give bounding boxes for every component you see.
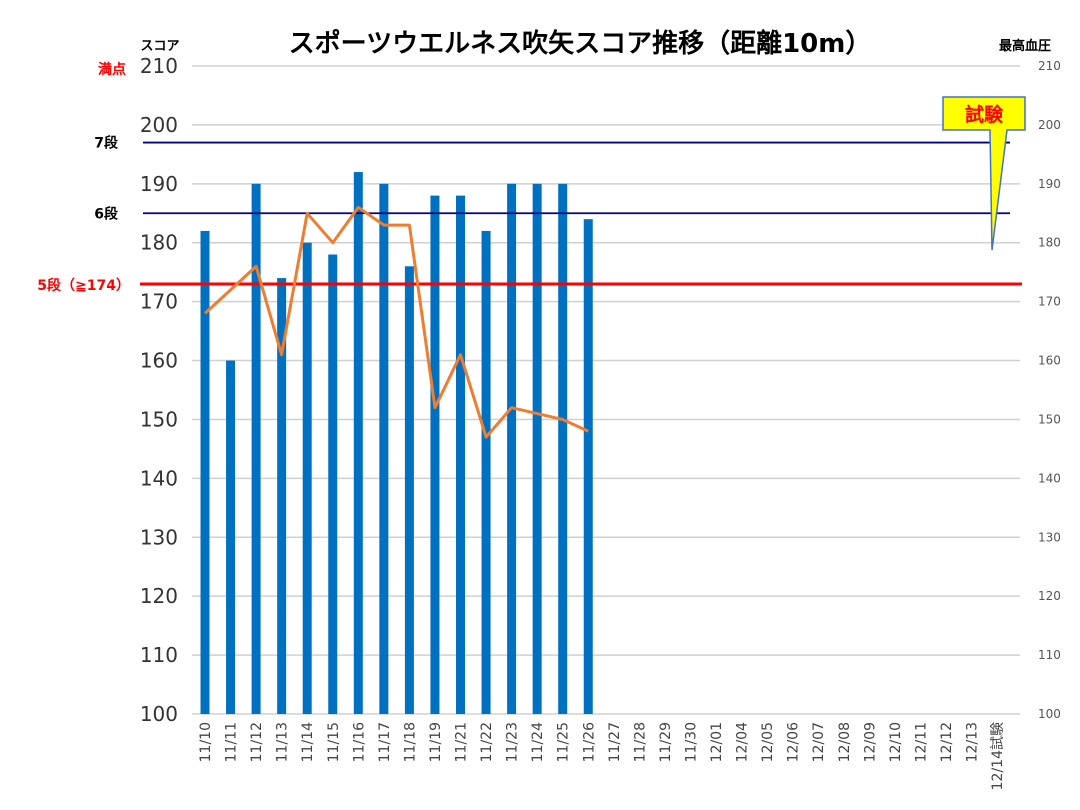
callout-text: 試験 xyxy=(965,103,1004,126)
callout-bubble xyxy=(942,96,1026,251)
y-tick-label: 210 xyxy=(140,54,178,78)
x-tick-label: 11/12 xyxy=(249,722,265,762)
x-tick-label: 12/06 xyxy=(786,722,802,762)
y2-tick-label: 150 xyxy=(1038,412,1061,426)
y-tick-label: 140 xyxy=(140,466,178,490)
bar xyxy=(532,183,542,714)
x-tick-label: 11/15 xyxy=(326,722,342,762)
y-tick-label: 120 xyxy=(140,584,178,608)
x-tick-label: 11/16 xyxy=(351,722,367,762)
y2-tick-label: 160 xyxy=(1038,354,1061,368)
bar xyxy=(302,242,312,714)
x-tick-label: 11/29 xyxy=(658,722,674,762)
x-tick-label: 11/22 xyxy=(479,722,495,762)
right-axis-label: 最高血圧 xyxy=(999,38,1051,54)
x-tick-label: 11/17 xyxy=(377,722,393,762)
reference-label: 7段 xyxy=(94,135,118,152)
bar xyxy=(353,172,363,714)
y-tick-label: 150 xyxy=(140,407,178,431)
x-tick-label: 12/05 xyxy=(760,722,776,762)
x-tick-label: 12/01 xyxy=(709,722,725,762)
y2-tick-label: 140 xyxy=(1038,471,1061,485)
x-tick-label: 11/23 xyxy=(505,722,521,762)
blood-pressure-line xyxy=(203,205,589,439)
x-tick-label: 11/27 xyxy=(607,722,623,762)
x-tick-label: 12/13 xyxy=(965,722,981,762)
x-tick-label: 12/07 xyxy=(811,722,827,762)
bar xyxy=(379,183,389,714)
bar xyxy=(328,254,338,714)
bar xyxy=(507,183,517,714)
x-tick-label: 11/28 xyxy=(632,722,648,762)
bar xyxy=(277,278,287,714)
rank-reference-lines: 満点 7段 6段 5段（≧174） xyxy=(37,61,1022,294)
x-axis-ticks: 11/10 11/11 11/12 11/13 11/14 11/15 11/16 11/17… xyxy=(198,722,1006,790)
x-tick-label: 12/09 xyxy=(862,722,878,762)
y-tick-label: 180 xyxy=(140,231,178,255)
x-tick-label: 11/11 xyxy=(224,722,240,762)
bar xyxy=(456,195,465,715)
x-tick-label: 11/13 xyxy=(275,722,291,762)
x-tick-label: 11/19 xyxy=(428,722,444,762)
y2-tick-label: 190 xyxy=(1038,177,1061,191)
y2-tick-label: 100 xyxy=(1038,707,1061,721)
y-tick-label: 200 xyxy=(140,113,178,137)
y2-tick-label: 200 xyxy=(1038,118,1061,132)
x-tick-label: 11/25 xyxy=(556,722,572,762)
bar xyxy=(583,219,593,714)
x-tick-label: 11/14 xyxy=(300,722,316,762)
x-tick-label: 12/14試験 xyxy=(990,722,1006,790)
bar xyxy=(404,266,414,714)
y2-tick-label: 110 xyxy=(1038,648,1061,662)
x-tick-label: 12/08 xyxy=(837,722,853,762)
left-y-axis-ticks: 100 110 120 130 140 150 160 170 180 190 200 210 xyxy=(140,54,178,726)
x-tick-label: 11/26 xyxy=(581,722,597,762)
bar xyxy=(226,360,236,714)
x-tick-label: 11/18 xyxy=(402,722,418,762)
bar xyxy=(558,183,568,714)
y2-tick-label: 170 xyxy=(1038,295,1061,309)
chart-title: スポーツウエルネス吹矢スコア推移（距離10m） xyxy=(289,28,872,59)
x-tick-label: 11/24 xyxy=(530,722,546,762)
bar xyxy=(481,230,491,715)
gridlines xyxy=(192,65,1020,715)
reference-label: 満点 xyxy=(98,61,126,78)
bar xyxy=(200,230,210,715)
x-tick-label: 12/12 xyxy=(939,722,955,762)
y-tick-label: 190 xyxy=(140,172,178,196)
x-tick-label: 12/04 xyxy=(735,722,751,762)
reference-label: 6段 xyxy=(94,205,118,222)
x-tick-label: 12/11 xyxy=(913,722,929,762)
x-tick-label: 11/10 xyxy=(198,722,214,762)
bar xyxy=(251,183,261,714)
reference-label: 5段（≧174） xyxy=(37,277,130,294)
y2-tick-label: 180 xyxy=(1038,236,1061,250)
left-axis-label: スコア xyxy=(140,39,179,54)
right-y-axis-ticks: 100 110 120 130 140 150 160 170 180 190 200 210 xyxy=(1038,59,1061,721)
y2-tick-label: 120 xyxy=(1038,589,1061,603)
exam-callout: 試験 xyxy=(942,96,1026,251)
score-bars xyxy=(200,172,593,715)
y2-tick-label: 210 xyxy=(1038,59,1061,73)
x-tick-label: 11/21 xyxy=(454,722,470,762)
y-tick-label: 160 xyxy=(140,349,178,373)
y-tick-label: 170 xyxy=(140,290,178,314)
bar xyxy=(430,195,440,715)
series-line xyxy=(203,205,589,439)
y-tick-label: 110 xyxy=(140,643,178,667)
y2-tick-label: 130 xyxy=(1038,530,1061,544)
y-tick-label: 130 xyxy=(140,525,178,549)
y-tick-label: 100 xyxy=(140,702,178,726)
x-tick-label: 11/30 xyxy=(683,722,699,762)
x-tick-label: 12/10 xyxy=(888,722,904,762)
